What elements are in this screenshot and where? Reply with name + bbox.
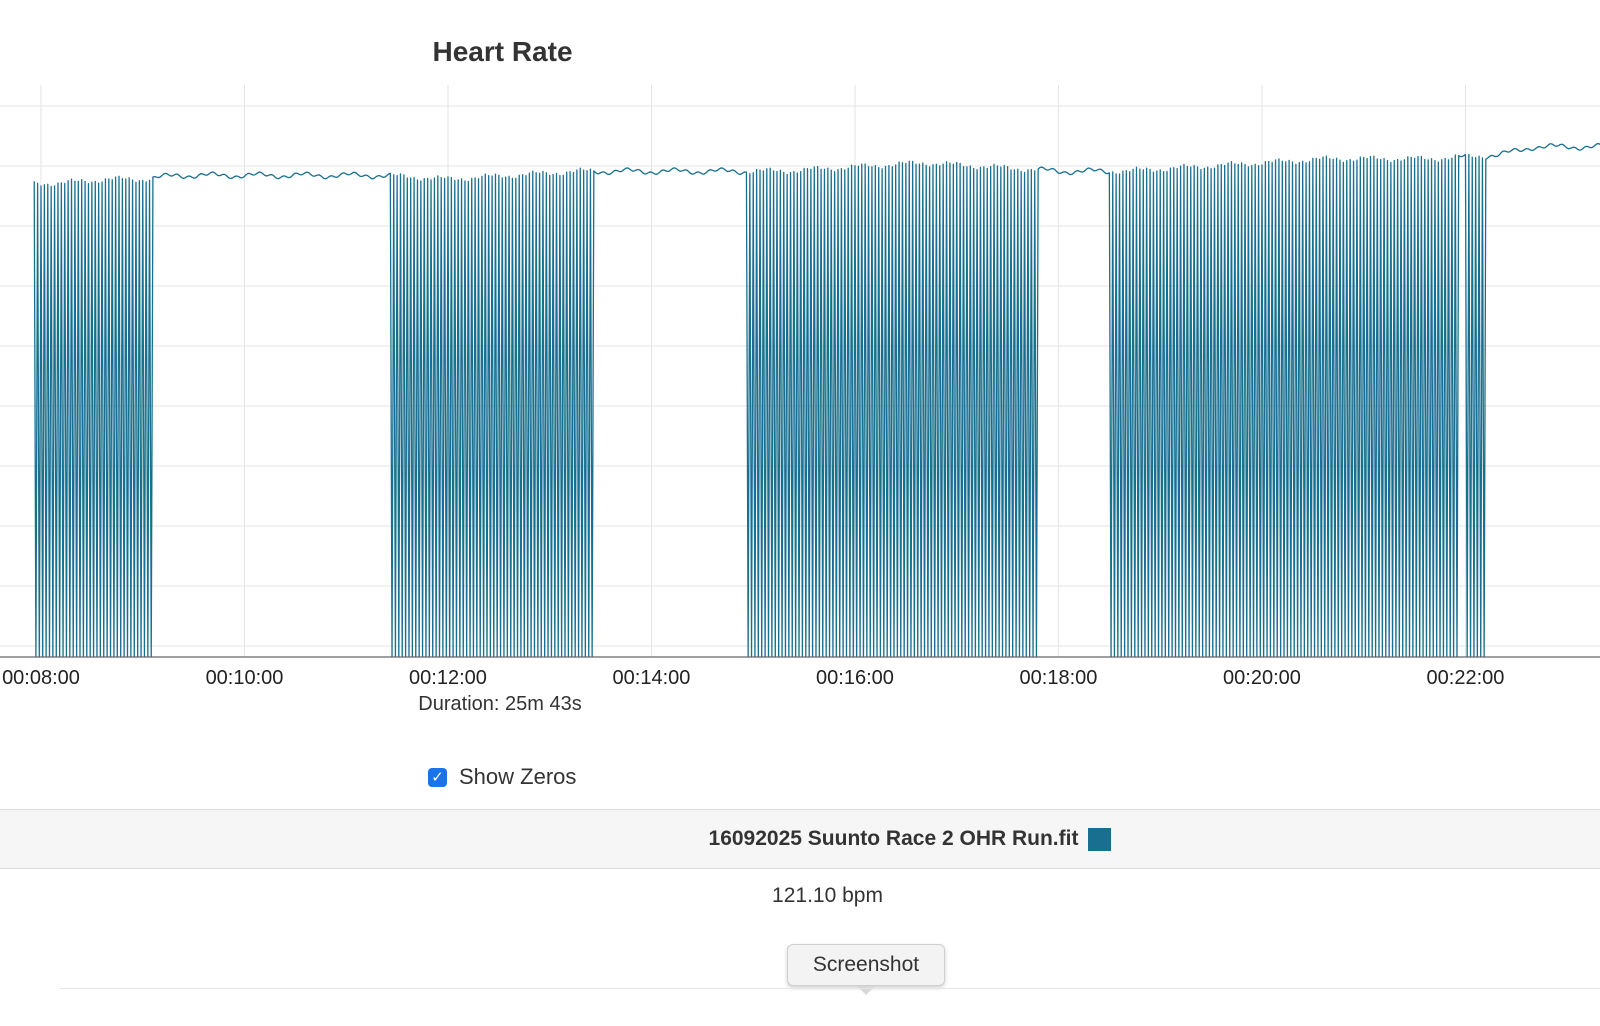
x-tick-label: 00:16:00: [816, 667, 894, 689]
show-zeros-toggle[interactable]: ✓ Show Zeros: [428, 764, 576, 790]
heart-rate-chart: 00:08:00 00:10:00 00:12:00 00:14:00 00:16:00…: [0, 85, 1600, 689]
x-tick-label: 00:10:00: [206, 667, 284, 689]
chart-duration: Duration: 25m 43s: [418, 693, 582, 715]
checkbox-checked-icon[interactable]: ✓: [428, 767, 447, 787]
legend-bar: 16092025 Suunto Race 2 OHR Run.fit: [0, 809, 1600, 869]
x-tick-label: 00:08:00: [2, 667, 80, 689]
x-tick-label: 00:20:00: [1223, 667, 1301, 689]
x-tick-label: 00:22:00: [1427, 667, 1505, 689]
legend-value: 121.10 bpm: [772, 884, 883, 907]
chart-title: Heart Rate: [432, 36, 573, 67]
x-tick-labels: 00:08:00 00:10:00 00:12:00 00:14:00 00:16:00…: [2, 667, 1504, 689]
x-tick-label: 00:14:00: [613, 667, 691, 689]
show-zeros-label: Show Zeros: [459, 764, 577, 789]
legend-swatch[interactable]: [1088, 827, 1112, 851]
series-layer: [33, 142, 1600, 658]
tooltip-arrow-icon: [857, 986, 875, 995]
heart-rate-series-line: [33, 142, 1600, 658]
legend-file-name: 16092025 Suunto Race 2 OHR Run.fit: [708, 827, 1079, 850]
x-tick-label: 00:18:00: [1020, 667, 1098, 689]
screenshot-button[interactable]: Screenshot: [787, 944, 945, 986]
divider: [60, 988, 1600, 989]
x-tick-label: 00:12:00: [409, 667, 487, 689]
